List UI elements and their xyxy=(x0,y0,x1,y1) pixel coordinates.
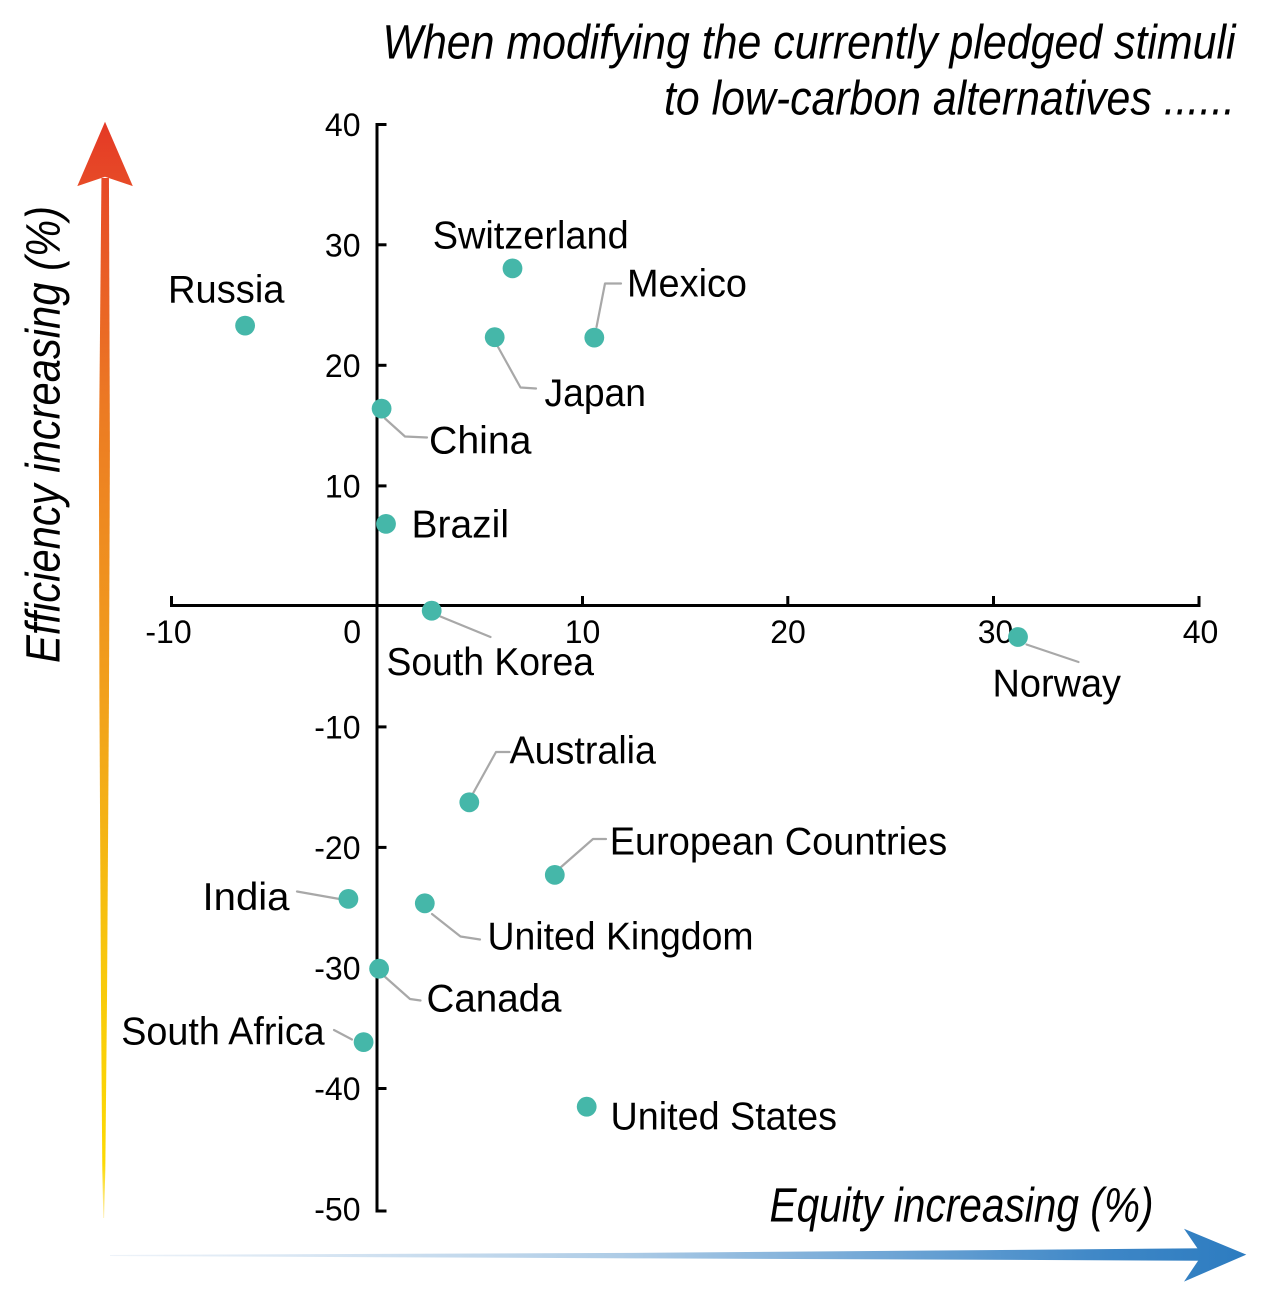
svg-text:Canada: Canada xyxy=(427,977,563,1020)
svg-text:10: 10 xyxy=(325,469,361,505)
svg-text:-30: -30 xyxy=(314,951,360,987)
svg-text:10: 10 xyxy=(565,614,601,650)
svg-text:South Africa: South Africa xyxy=(121,1010,325,1053)
svg-text:South Korea: South Korea xyxy=(387,641,595,684)
svg-text:40: 40 xyxy=(325,107,361,143)
svg-text:Russia: Russia xyxy=(168,269,285,312)
svg-text:China: China xyxy=(429,420,532,463)
svg-text:United Kingdom: United Kingdom xyxy=(488,916,754,959)
svg-text:Brazil: Brazil xyxy=(412,504,510,547)
svg-text:-10: -10 xyxy=(145,614,191,650)
svg-text:0: 0 xyxy=(343,614,361,650)
svg-text:Equity increasing (%): Equity increasing (%) xyxy=(770,1179,1154,1232)
svg-text:Switzerland: Switzerland xyxy=(433,215,629,258)
svg-text:Australia: Australia xyxy=(510,730,657,773)
svg-text:When modifying the currently p: When modifying the currently pledged sti… xyxy=(383,17,1237,70)
svg-text:-50: -50 xyxy=(314,1192,360,1228)
svg-text:Efficiency increasing (%): Efficiency increasing (%) xyxy=(18,206,71,663)
svg-text:-20: -20 xyxy=(314,830,360,866)
svg-text:Mexico: Mexico xyxy=(627,263,747,306)
svg-text:-40: -40 xyxy=(314,1071,360,1107)
svg-text:to low-carbon alternatives ...: to low-carbon alternatives ...... xyxy=(664,73,1235,126)
svg-text:United States: United States xyxy=(611,1096,838,1139)
svg-text:40: 40 xyxy=(1183,614,1219,650)
svg-text:20: 20 xyxy=(325,348,361,384)
svg-text:30: 30 xyxy=(325,228,361,264)
svg-text:20: 20 xyxy=(770,614,806,650)
svg-text:30: 30 xyxy=(978,614,1014,650)
svg-text:European Countries: European Countries xyxy=(610,821,948,864)
svg-text:Norway: Norway xyxy=(993,663,1122,706)
svg-text:Japan: Japan xyxy=(545,372,647,415)
svg-text:-10: -10 xyxy=(314,710,360,746)
svg-text:India: India xyxy=(203,876,291,919)
